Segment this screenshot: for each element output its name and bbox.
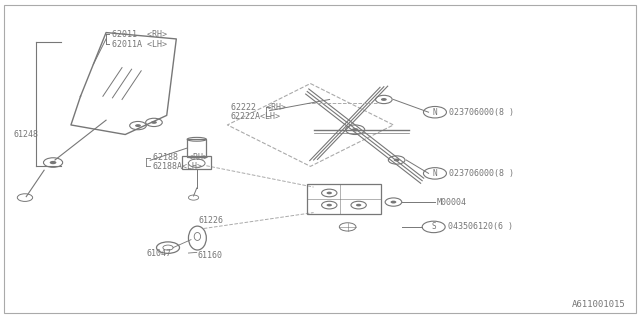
Text: N: N [433, 108, 437, 117]
Text: 62188  <RH>: 62188 <RH> [153, 153, 208, 162]
Circle shape [326, 192, 332, 194]
Circle shape [394, 158, 399, 162]
Text: 62222A<LH>: 62222A<LH> [230, 112, 280, 121]
Text: 62011A <LH>: 62011A <LH> [113, 40, 168, 49]
Text: S: S [431, 222, 436, 231]
Circle shape [356, 204, 362, 206]
Text: A611001015: A611001015 [572, 300, 625, 309]
Bar [182, 156, 211, 169]
Circle shape [352, 128, 358, 132]
Text: 61248: 61248 [13, 130, 38, 139]
Text: 61160: 61160 [197, 251, 222, 260]
Circle shape [50, 161, 56, 164]
Text: M00004: M00004 [437, 197, 467, 206]
Circle shape [381, 98, 387, 101]
Text: 61047: 61047 [147, 249, 172, 258]
Circle shape [151, 121, 157, 124]
Bar [307, 184, 381, 214]
Circle shape [135, 124, 141, 127]
Circle shape [326, 204, 332, 206]
Text: 043506120(6 ): 043506120(6 ) [448, 222, 513, 231]
Text: 62011  <RH>: 62011 <RH> [113, 30, 168, 39]
Text: N: N [433, 169, 437, 178]
Text: 023706000(8 ): 023706000(8 ) [449, 169, 514, 178]
Text: 62188A<LH>: 62188A<LH> [153, 162, 203, 171]
Circle shape [390, 201, 396, 204]
Bar [187, 139, 206, 157]
Text: 023706000(8 ): 023706000(8 ) [449, 108, 514, 117]
Text: 62222  <RH>: 62222 <RH> [230, 103, 285, 112]
Text: 61226: 61226 [198, 216, 223, 225]
